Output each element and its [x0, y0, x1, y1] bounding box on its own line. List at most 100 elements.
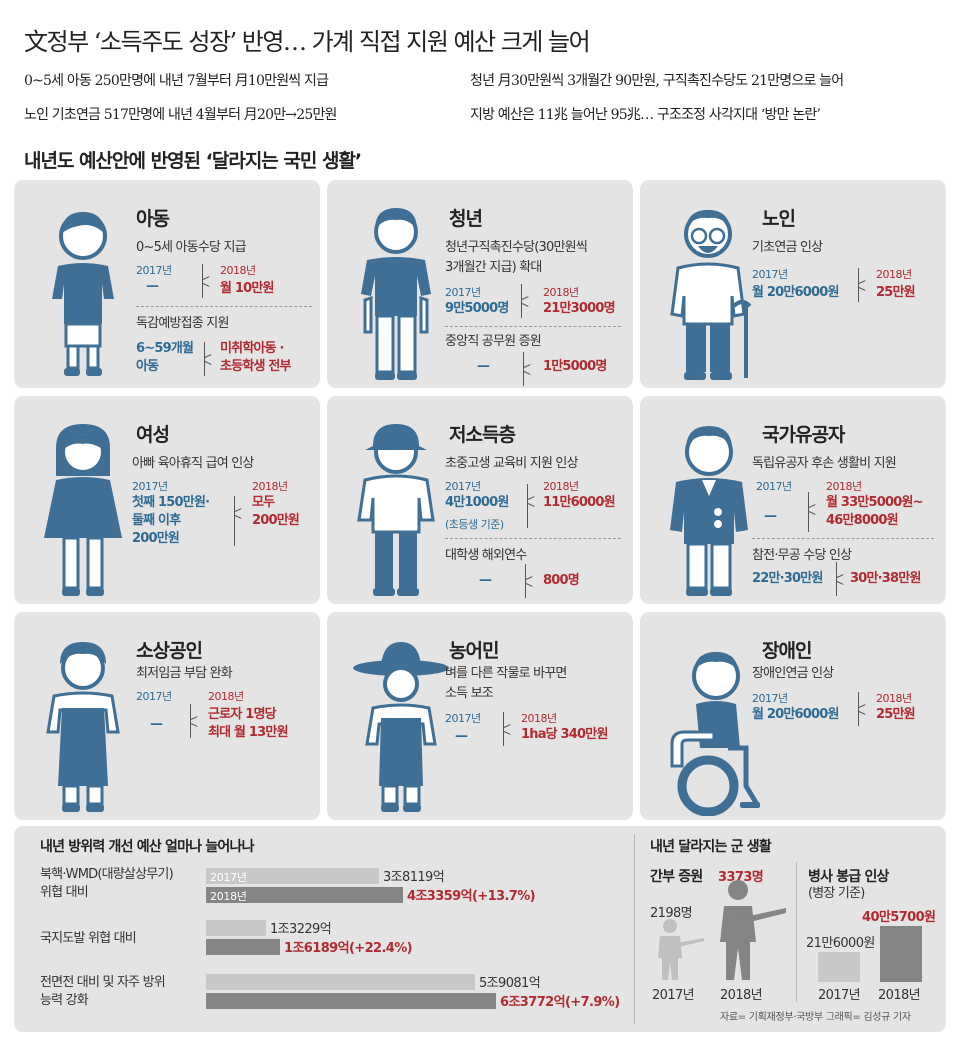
- senior-figure-icon: [670, 210, 752, 380]
- year-2017: 2017년: [445, 286, 481, 299]
- wheelchair-figure-icon: [670, 652, 761, 816]
- year-2017: 2017년: [445, 480, 481, 493]
- defense-title: 내년 방위력 개선 예산 얼마나 늘어나나: [40, 839, 254, 855]
- bar-2018: [206, 939, 280, 955]
- bar-2017: [206, 920, 266, 936]
- headline: 文정부 ‘소득주도 성장’ 반영… 가계 직접 지원 예산 크게 늘어: [24, 28, 591, 56]
- card-title: 여성: [136, 424, 170, 446]
- item-label: 소득 보조: [445, 686, 494, 701]
- officer-year-2018: 2018년: [720, 988, 763, 1003]
- arrow-icon: [527, 484, 541, 528]
- year-2018: 2018년: [521, 712, 557, 725]
- card-title: 저소득층: [449, 424, 516, 446]
- value-2017: —: [455, 729, 468, 744]
- source-credit: 자료= 기획재정부·국방부 그래픽= 김성규 기자: [720, 1012, 911, 1023]
- value-2017: —: [146, 279, 159, 294]
- officer-title: 간부 증원: [650, 869, 703, 885]
- value-2018: 월 33만5000원~: [826, 495, 924, 510]
- value-2017: 아동: [136, 359, 159, 374]
- year-2017: 2017년: [445, 712, 481, 725]
- value-2018: 800명: [543, 573, 580, 588]
- pay-year-2017: 2017년: [818, 988, 861, 1003]
- arrow-icon: [836, 562, 850, 596]
- value-2018: 200만원: [252, 513, 300, 528]
- year-2018: 2018년: [876, 268, 912, 281]
- value-2017: 9만5000명: [445, 301, 509, 316]
- panel-divider: [634, 834, 635, 1024]
- year-2018: 2018년: [876, 692, 912, 705]
- arrow-icon: [204, 342, 218, 376]
- card-title: 농어민: [449, 640, 499, 662]
- officer-increase: 3373명: [718, 870, 764, 885]
- card-veteran: 국가유공자 독립유공자 후손 생활비 지원 2017년 — 2018년 월 33…: [640, 396, 946, 604]
- card-woman: 여성 아빠 육아휴직 급여 인상 2017년 첫째 150만원· 둘째 이후 2…: [14, 396, 320, 604]
- defense-row-label: 능력 강화: [40, 993, 89, 1008]
- value-note: (초등생 기준): [445, 518, 504, 531]
- bar-2017: [206, 974, 475, 990]
- year-2017: 2017년: [136, 690, 172, 703]
- bar-2017: 2017년: [206, 868, 379, 884]
- year-2017: 2017년: [136, 264, 172, 277]
- card-title: 노인: [762, 208, 796, 230]
- section-title: 내년도 예산안에 반영된 ‘달라지는 국민 생활’: [24, 150, 362, 172]
- pay-bar-2017: [818, 952, 860, 982]
- pay-2017-value: 21만6000원: [806, 936, 875, 951]
- arrow-icon: [202, 264, 216, 298]
- soldier-2018-icon: [720, 880, 786, 980]
- card-title: 소상공인: [136, 640, 203, 662]
- item-label: 기초연금 인상: [752, 240, 823, 255]
- card-title: 국가유공자: [762, 424, 845, 446]
- value-2017: 200만원: [132, 531, 180, 546]
- value-2017: —: [150, 717, 163, 732]
- value-2018: 30만·38만원: [850, 571, 921, 586]
- divider: [136, 306, 312, 307]
- value-2017: —: [764, 509, 777, 524]
- value-2018: 미취학아동 ·: [220, 341, 284, 356]
- arrow-icon: [808, 492, 822, 532]
- value-2018: 1ha당 340만원: [521, 727, 608, 742]
- year-2018: 2018년: [543, 480, 579, 493]
- value-2017: 첫째 150만원·: [132, 495, 210, 510]
- value-2017: 둘째 이후: [132, 513, 181, 528]
- year-2017: 2017년: [132, 480, 168, 493]
- bar-2018: [206, 993, 496, 1009]
- year-2017: 2017년: [756, 480, 792, 493]
- card-youth: 청년 청년구직촉진수당(30만원씩 3개월간 지급) 확대 2017년 9만50…: [327, 180, 633, 388]
- defense-row-label: 북핵·WMD(대량살상무기): [40, 867, 174, 882]
- value-2018: 근로자 1명당: [208, 707, 277, 722]
- arrow-icon: [525, 564, 539, 598]
- value-2018: 46만8000원: [826, 513, 899, 528]
- year-2018: 2018년: [826, 480, 862, 493]
- subhead-2: 청년 月30만원씩 3개월간 90만원, 구직촉진수당도 21만명으로 늘어: [470, 73, 844, 89]
- value-2017: —: [477, 359, 490, 374]
- item-label: 벼를 다른 작물로 바꾸면: [445, 666, 567, 681]
- value-2017: 6~59개월: [136, 341, 194, 356]
- item-label: 중앙직 공무원 증원: [445, 334, 542, 349]
- item-label: 0~5세 아동수당 지급: [136, 240, 247, 255]
- card-lowincome: 저소득층 초중고생 교육비 지원 인상 2017년 4만1000원 (초등생 기…: [327, 396, 633, 604]
- item-label: 초중고생 교육비 지원 인상: [445, 456, 579, 471]
- youth-figure-icon: [361, 208, 431, 380]
- card-child: 아동 0~5세 아동수당 지급 2017년 — 2018년 월 10만원 독감예…: [14, 180, 320, 388]
- value-2018: 21만3000명: [543, 301, 616, 316]
- officer-year-2017: 2017년: [652, 988, 695, 1003]
- farmer-figure-icon: [353, 642, 449, 812]
- year-2018: 2018년: [220, 264, 256, 277]
- arrow-icon: [234, 496, 248, 546]
- item-label: 청년구직촉진수당(30만원씩: [445, 240, 588, 255]
- year-2018: 2018년: [543, 286, 579, 299]
- card-title: 청년: [449, 208, 483, 230]
- pay-bar-2018: [880, 926, 922, 982]
- item-label: 독립유공자 후손 생활비 지원: [752, 456, 897, 471]
- card-title: 장애인: [762, 640, 812, 662]
- lowincome-figure-icon: [357, 424, 435, 596]
- pay-2018-value: 40만5700원: [862, 910, 936, 925]
- card-disabled: 장애인 장애인연금 인상 2017년 월 20만6000원 2018년 25만원: [640, 612, 946, 820]
- pay-note: (병장 기준): [808, 886, 865, 901]
- military-divider: [796, 862, 797, 1002]
- value-2018: 최대 월 13만원: [208, 725, 289, 740]
- subhead-4: 지방 예산은 11兆 늘어난 95兆… 구조조정 사각지대 ‘방만 논란’: [470, 107, 821, 123]
- child-figure-icon: [52, 212, 114, 376]
- value-2018: 25만원: [876, 285, 916, 300]
- year-2017: 2017년: [752, 268, 788, 281]
